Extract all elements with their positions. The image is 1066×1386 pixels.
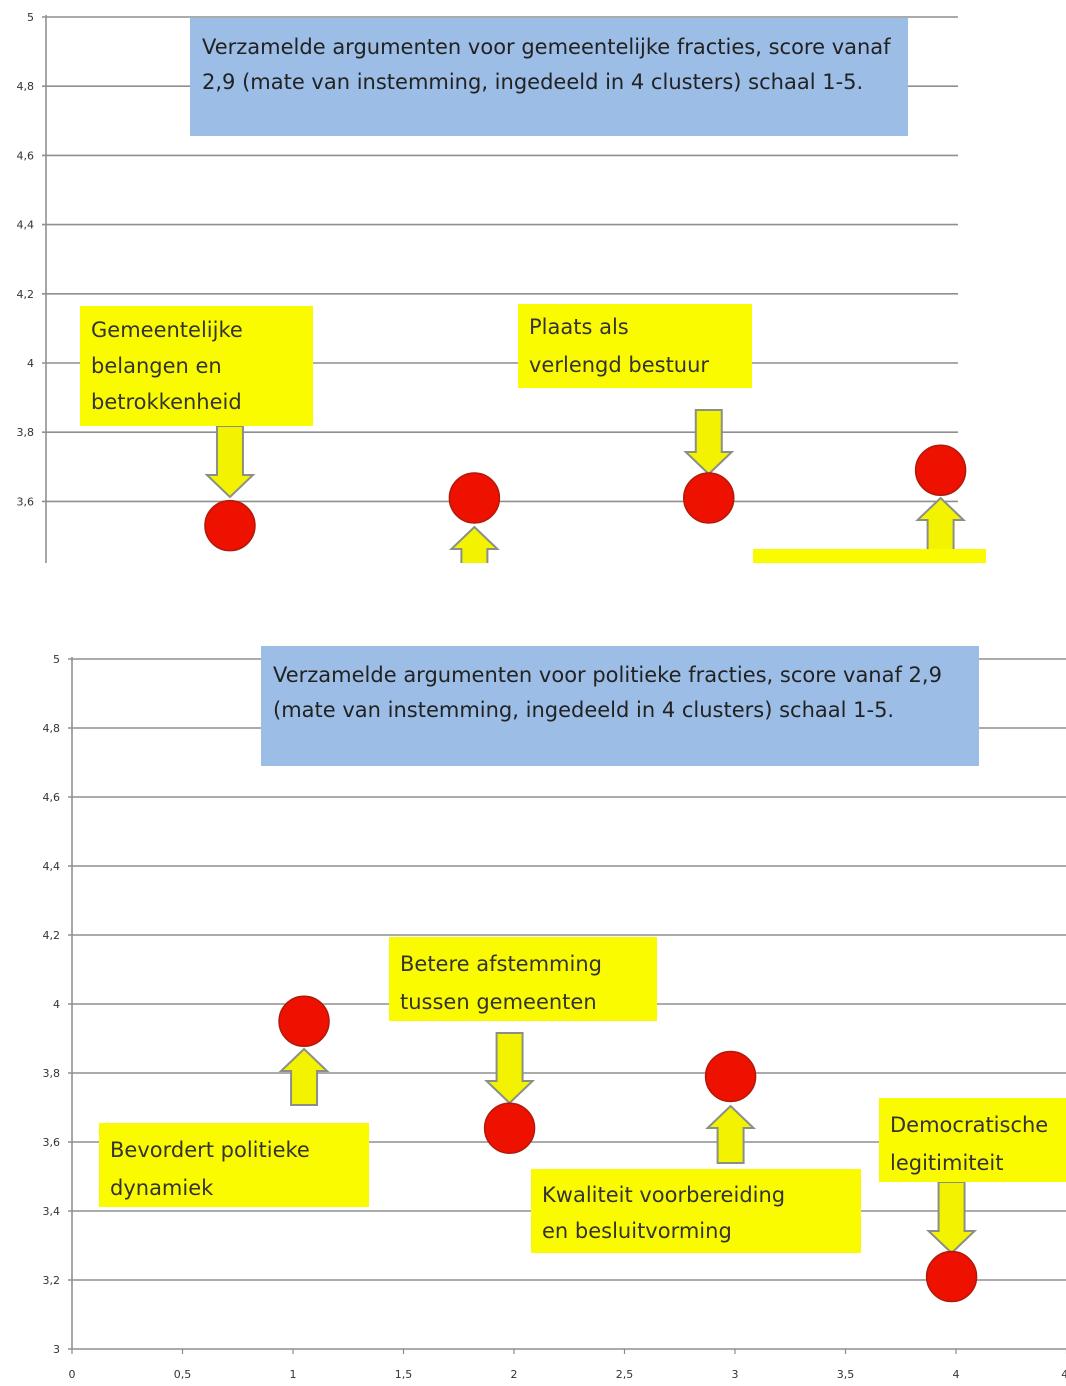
annotation-gemeentelijke-belangen: Gemeentelijke belangen en betrokkenheid: [80, 306, 313, 426]
annotation-line: dynamiek: [110, 1176, 214, 1200]
annotation-betere-afstemming: Betere afstemming tussen gemeenten: [389, 937, 657, 1021]
y-tick-label: 3,2: [43, 1274, 61, 1287]
annotation-arrow: [204, 425, 256, 499]
x-tick-label: 4: [953, 1368, 960, 1381]
y-tick-label: 4,6: [17, 149, 35, 162]
data-point: [448, 472, 501, 524]
annotation-arrow: [484, 1032, 536, 1105]
annotation-line: Bevordert politieke: [110, 1138, 310, 1162]
y-tick-label: 5: [27, 11, 34, 24]
x-tick-label: 2: [511, 1368, 518, 1381]
y-tick-label: 4,2: [43, 929, 61, 942]
annotation-line: verlengd bestuur: [529, 353, 710, 377]
annotation-line: tussen gemeenten: [400, 990, 597, 1014]
annotation-arrow: [278, 1047, 330, 1106]
annotation-plaats-verlengd-bestuur: Plaats als verlengd bestuur: [518, 304, 752, 388]
annotation-line: Gemeentelijke: [91, 318, 243, 342]
data-point: [914, 444, 967, 497]
chart-top-title: Verzamelde argumenten voor gemeentelijke…: [202, 35, 891, 94]
y-tick-label: 3,6: [43, 1136, 61, 1149]
y-tick-label: 4: [53, 998, 60, 1011]
y-tick-label: 3,4: [43, 1205, 61, 1218]
y-tick-label: 3,8: [17, 426, 35, 439]
chart-bottom-title-box: Verzamelde argumenten voor politieke fra…: [261, 646, 979, 766]
y-tick-label: 4,6: [43, 791, 61, 804]
chart-top: 5 4,8 4,6 4,4 4,2 4 3,8 3,6 Verzamelde argument…: [0, 0, 1066, 563]
annotation-arrow: [926, 1181, 978, 1255]
y-tick-label: 4,2: [17, 288, 35, 301]
y-tick-label: 3: [53, 1343, 60, 1356]
y-tick-label: 3,6: [17, 495, 35, 508]
annotation-arrow: [705, 1104, 757, 1164]
annotation-line: Democratische: [890, 1113, 1049, 1137]
data-point: [483, 1102, 536, 1154]
x-tick-label: 3,5: [837, 1368, 855, 1381]
annotation-bevordert-politieke-dynamiek: Bevordert politieke dynamiek: [99, 1123, 369, 1207]
annotation-arrow: [683, 409, 735, 476]
y-tick-label: 4,8: [17, 80, 35, 93]
annotation-line: Kwaliteit voorbereiding: [542, 1183, 786, 1207]
annotation-line: belangen en: [91, 354, 222, 378]
x-tick-label: 1: [290, 1368, 297, 1381]
annotation-line: betrokkenheid: [91, 390, 242, 414]
x-tick-label: 3: [732, 1368, 739, 1381]
y-tick-label: 5: [53, 653, 60, 666]
data-point: [683, 472, 735, 524]
annotation-line: Plaats als: [529, 315, 629, 339]
y-tick-label: 4,8: [43, 722, 61, 735]
annotation-line: Betere afstemming: [400, 952, 602, 976]
x-tick-label: 0: [69, 1368, 76, 1381]
annotation-arrow: [448, 525, 500, 563]
y-tick-label: 4,4: [43, 860, 61, 873]
x-tick-label: 0,5: [174, 1368, 192, 1381]
chart-bottom-title: Verzamelde argumenten voor politieke fra…: [273, 663, 942, 722]
data-point: [704, 1050, 757, 1103]
chart-top-title-box: Verzamelde argumenten voor gemeentelijke…: [190, 18, 908, 136]
y-tick-label: 4: [27, 357, 34, 370]
chart-bottom: 5 4,8 4,6 4,4 4,2 4 3,8 3,6 3,4 3,2 3 0 0,5 1 1,5 2 2,5…: [0, 636, 1066, 1386]
x-tick-label: 2,5: [616, 1368, 634, 1381]
label-box-partial: [753, 549, 986, 563]
annotation-kwaliteit-voorbereiding: Kwaliteit voorbereiding en besluitvormin…: [531, 1169, 861, 1253]
y-tick-label: 4,4: [17, 219, 35, 232]
data-point: [925, 1250, 978, 1303]
data-point: [278, 995, 330, 1047]
data-point: [204, 499, 256, 552]
x-tick-label: 1,5: [395, 1368, 413, 1381]
x-tick-label: 4,: [1061, 1368, 1066, 1381]
annotation-line: en besluitvorming: [542, 1219, 732, 1243]
annotation-democratische-legitimiteit: Democratische legitimiteit: [879, 1098, 1066, 1182]
chart-top-plot: 5 4,8 4,6 4,4 4,2 4 3,8 3,6: [17, 11, 986, 563]
annotation-line: legitimiteit: [890, 1151, 1004, 1175]
y-tick-label: 3,8: [43, 1067, 61, 1080]
